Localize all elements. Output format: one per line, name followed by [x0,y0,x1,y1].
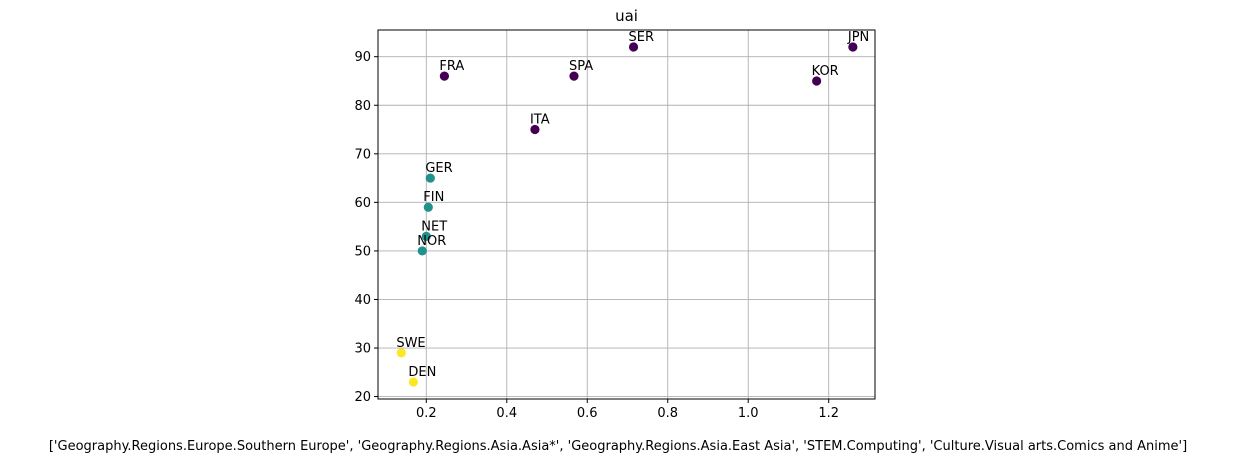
scatter-point [423,202,433,212]
scatter-point [408,377,419,387]
x-tick-label: 1.2 [818,406,839,421]
scatter-point [425,173,435,183]
scatter-point [812,76,822,86]
data-points [396,42,858,387]
y-tick-label: 60 [354,196,371,211]
point-label: ITA [530,113,550,128]
scatter-point [569,71,579,81]
x-tick-label: 1.0 [738,406,759,421]
scatter-point [421,231,431,241]
y-tick-label: 20 [354,390,371,405]
point-label: NOR [417,234,446,249]
y-tick-label: 70 [354,147,371,162]
point-label: GER [425,161,452,176]
scatter-point [530,124,540,135]
plot-frame [377,29,876,400]
point-label: NET [421,219,447,234]
x-axis-label: ['Geography.Regions.Europe.Southern Euro… [49,439,1187,454]
y-tick-label: 50 [354,244,371,259]
y-axis: 20 30 40 50 60 70 80 90 [354,50,378,405]
scatter-point [628,42,639,52]
x-tick-label: 0.2 [416,406,437,421]
point-label: FIN [423,190,444,205]
chart-title: uai [615,7,638,25]
point-label: SWE [396,336,425,351]
grid [378,30,875,399]
y-tick-label: 90 [354,50,371,65]
scatter-point [439,71,450,81]
scatter-point [396,348,406,358]
x-tick-label: 0.6 [577,406,598,421]
y-tick-label: 80 [354,99,371,114]
y-tick-label: 30 [354,342,371,357]
scatter-point [417,246,427,256]
point-label: DEN [408,365,436,380]
point-label: FRA [439,59,464,74]
y-tick-label: 40 [354,293,371,308]
point-label: SPA [569,59,593,74]
x-axis: 0.2 0.4 0.6 0.8 1.0 1.2 [416,399,839,421]
point-label: JPN [847,30,869,45]
scatter-point [848,42,858,52]
point-label: KOR [812,64,839,79]
x-tick-label: 0.8 [657,406,678,421]
x-tick-label: 0.4 [496,406,517,421]
point-label: SER [629,30,655,45]
